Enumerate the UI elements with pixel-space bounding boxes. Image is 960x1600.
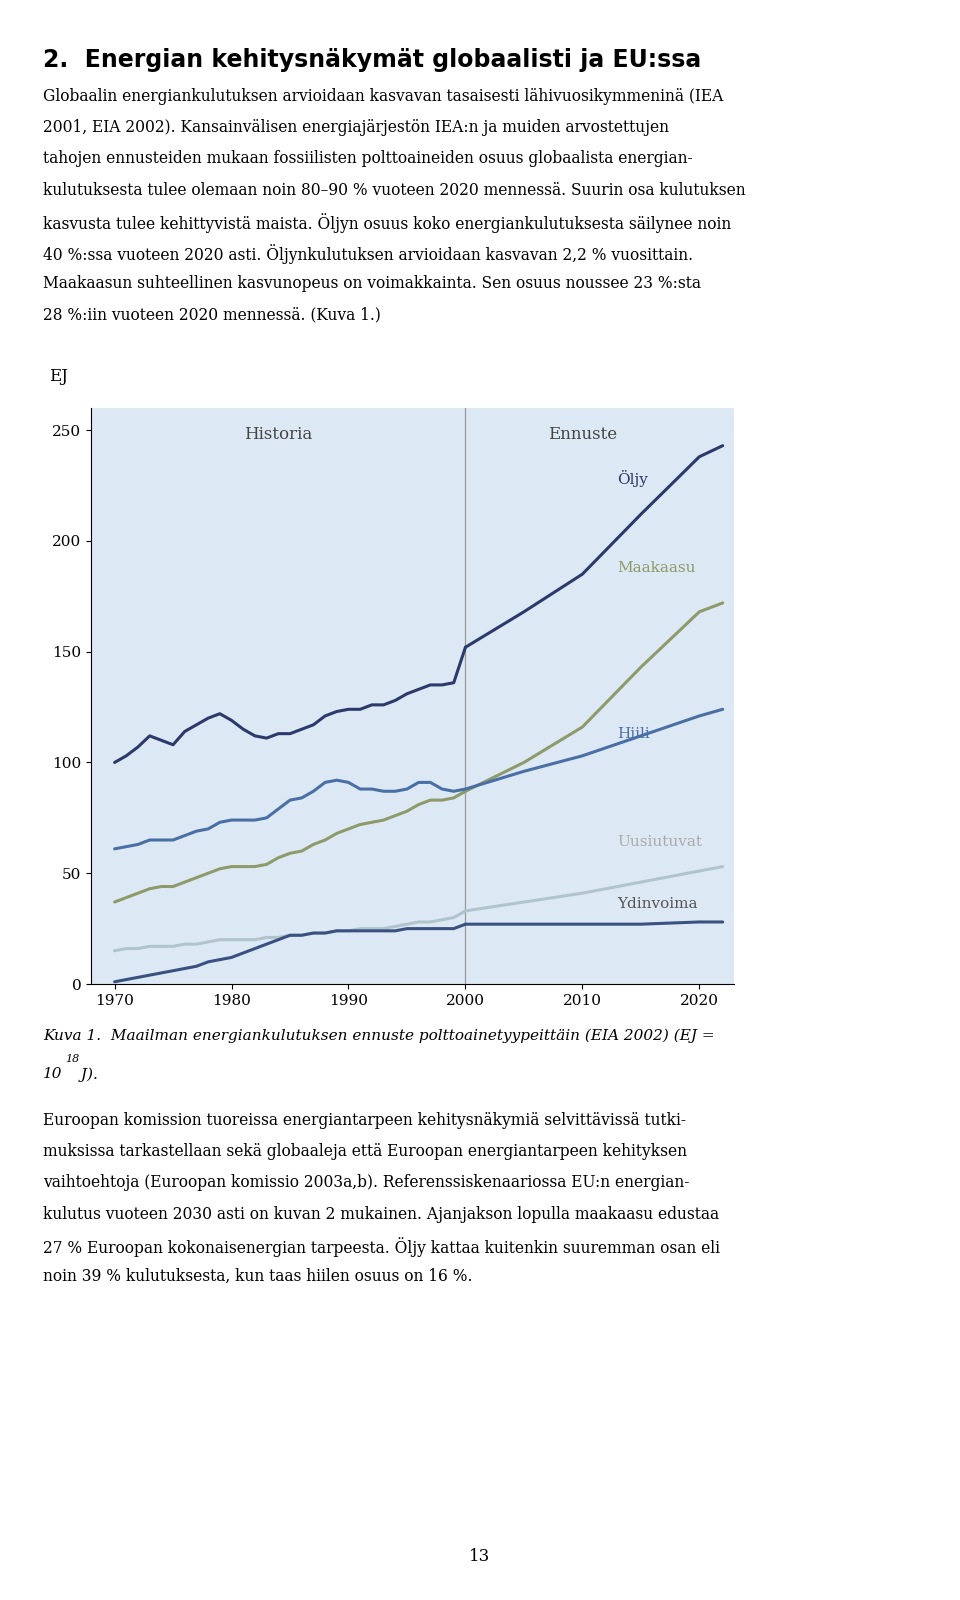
Text: Ennuste: Ennuste [548,426,617,443]
Text: 28 %:iin vuoteen 2020 mennessä. (Kuva 1.): 28 %:iin vuoteen 2020 mennessä. (Kuva 1.… [43,307,381,323]
Text: EJ: EJ [49,368,68,386]
Text: 2.  Energian kehitysnäkymät globaalisti ja EU:ssa: 2. Energian kehitysnäkymät globaalisti j… [43,48,702,72]
Text: Maakaasun suhteellinen kasvunopeus on voimakkainta. Sen osuus noussee 23 %:sta: Maakaasun suhteellinen kasvunopeus on vo… [43,275,701,293]
Text: Uusiutuvat: Uusiutuvat [617,835,703,850]
Text: Öljy: Öljy [617,470,648,488]
Text: 13: 13 [469,1547,491,1565]
Text: 10: 10 [43,1067,62,1082]
Text: Maakaasu: Maakaasu [617,560,696,574]
Text: 27 % Euroopan kokonaisenergian tarpeesta. Öljy kattaa kuitenkin suuremman osan e: 27 % Euroopan kokonaisenergian tarpeesta… [43,1237,720,1256]
Text: Historia: Historia [244,426,312,443]
Text: 18: 18 [65,1054,80,1064]
Text: tahojen ennusteiden mukaan fossiilisten polttoaineiden osuus globaalista energia: tahojen ennusteiden mukaan fossiilisten … [43,150,693,168]
Text: noin 39 % kulutuksesta, kun taas hiilen osuus on 16 %.: noin 39 % kulutuksesta, kun taas hiilen … [43,1267,472,1285]
Text: Globaalin energiankulutuksen arvioidaan kasvavan tasaisesti lähivuosikymmeninä (: Globaalin energiankulutuksen arvioidaan … [43,88,724,106]
Text: Hiili: Hiili [617,726,650,741]
Text: vaihtoehtoja (Euroopan komissio 2003a,b). Referenssiskenaariossa EU:n energian-: vaihtoehtoja (Euroopan komissio 2003a,b)… [43,1174,689,1192]
Text: kasvusta tulee kehittyvistä maista. Öljyn osuus koko energiankulutuksesta säilyn: kasvusta tulee kehittyvistä maista. Öljy… [43,213,732,232]
Text: kulutus vuoteen 2030 asti on kuvan 2 mukainen. Ajanjakson lopulla maakaasu edust: kulutus vuoteen 2030 asti on kuvan 2 muk… [43,1206,719,1222]
Text: Ydinvoima: Ydinvoima [617,898,698,912]
Text: 2001, EIA 2002). Kansainvälisen energiajärjestön IEA:n ja muiden arvostettujen: 2001, EIA 2002). Kansainvälisen energiaj… [43,120,669,136]
Text: muksissa tarkastellaan sekä globaaleja että Euroopan energiantarpeen kehityksen: muksissa tarkastellaan sekä globaaleja e… [43,1142,687,1160]
Text: J).: J). [76,1067,98,1082]
Text: Kuva 1.  Maailman energiankulutuksen ennuste polttoainetyypeittäin (EIA 2002) (E: Kuva 1. Maailman energiankulutuksen ennu… [43,1029,715,1043]
Text: 40 %:ssa vuoteen 2020 asti. Öljynkulutuksen arvioidaan kasvavan 2,2 % vuosittain: 40 %:ssa vuoteen 2020 asti. Öljynkulutuk… [43,245,693,264]
Text: Euroopan komission tuoreissa energiantarpeen kehitysnäkymiä selvittävissä tutki-: Euroopan komission tuoreissa energiantar… [43,1112,686,1130]
Text: kulutuksesta tulee olemaan noin 80–90 % vuoteen 2020 mennessä. Suurin osa kulutu: kulutuksesta tulee olemaan noin 80–90 % … [43,182,746,198]
